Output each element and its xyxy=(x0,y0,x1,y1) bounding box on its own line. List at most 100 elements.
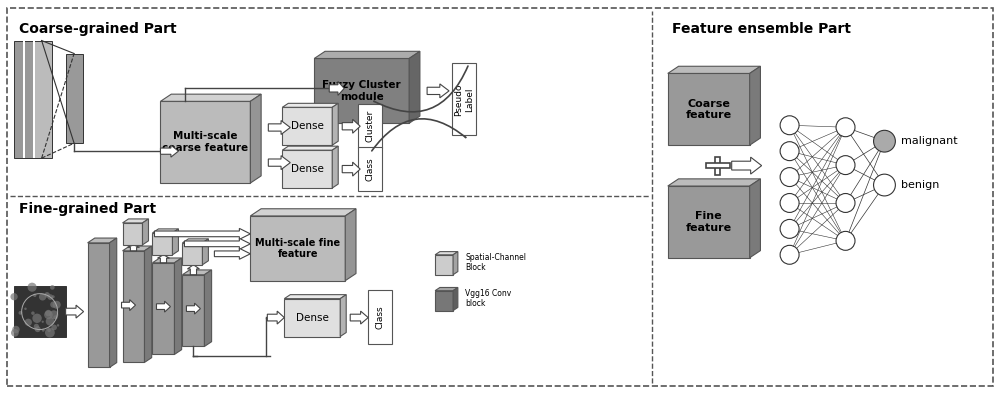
Polygon shape xyxy=(342,119,360,133)
Polygon shape xyxy=(282,146,338,150)
Polygon shape xyxy=(214,248,250,259)
Circle shape xyxy=(28,283,37,292)
Text: Spatial-Channel
Block: Spatial-Channel Block xyxy=(465,253,526,272)
Polygon shape xyxy=(435,291,453,310)
Polygon shape xyxy=(750,179,760,258)
Polygon shape xyxy=(123,223,142,245)
Polygon shape xyxy=(268,156,290,170)
Circle shape xyxy=(42,321,44,323)
Polygon shape xyxy=(184,238,250,249)
Text: benign: benign xyxy=(901,180,940,190)
Text: Class: Class xyxy=(366,157,375,181)
Polygon shape xyxy=(187,265,199,275)
Polygon shape xyxy=(123,219,148,223)
Polygon shape xyxy=(250,209,356,216)
Polygon shape xyxy=(142,219,148,245)
Circle shape xyxy=(836,156,855,174)
FancyBboxPatch shape xyxy=(7,8,993,386)
FancyBboxPatch shape xyxy=(33,40,35,158)
Polygon shape xyxy=(332,103,338,145)
Polygon shape xyxy=(435,255,453,275)
Circle shape xyxy=(874,130,895,152)
Polygon shape xyxy=(668,73,750,145)
Polygon shape xyxy=(427,84,449,98)
Circle shape xyxy=(49,310,58,319)
Polygon shape xyxy=(668,66,760,73)
Polygon shape xyxy=(750,66,760,145)
FancyArrowPatch shape xyxy=(372,119,466,151)
Polygon shape xyxy=(182,239,208,243)
Polygon shape xyxy=(332,146,338,188)
FancyBboxPatch shape xyxy=(23,40,25,158)
Polygon shape xyxy=(152,263,174,354)
FancyBboxPatch shape xyxy=(358,104,382,148)
Circle shape xyxy=(25,319,32,326)
Polygon shape xyxy=(144,246,152,362)
FancyBboxPatch shape xyxy=(24,40,42,158)
Polygon shape xyxy=(668,179,760,186)
Polygon shape xyxy=(282,150,332,188)
Circle shape xyxy=(10,293,18,300)
Polygon shape xyxy=(186,303,200,314)
Polygon shape xyxy=(282,103,338,107)
Circle shape xyxy=(45,328,55,338)
Circle shape xyxy=(35,326,41,332)
Circle shape xyxy=(31,311,35,315)
Polygon shape xyxy=(123,251,144,362)
Circle shape xyxy=(50,301,57,308)
Polygon shape xyxy=(152,233,172,255)
Circle shape xyxy=(780,116,799,135)
Polygon shape xyxy=(156,301,170,312)
FancyArrowPatch shape xyxy=(374,66,468,112)
Polygon shape xyxy=(174,258,182,354)
Polygon shape xyxy=(314,59,409,123)
Polygon shape xyxy=(204,270,212,347)
Text: Fine
feature: Fine feature xyxy=(686,211,732,233)
Text: Coarse-grained Part: Coarse-grained Part xyxy=(19,22,176,36)
Polygon shape xyxy=(350,311,368,324)
Polygon shape xyxy=(182,275,204,347)
Circle shape xyxy=(874,174,895,196)
Polygon shape xyxy=(284,299,340,336)
Polygon shape xyxy=(110,238,117,367)
Text: Dense: Dense xyxy=(291,164,324,174)
Text: Fuzzy Cluster
module: Fuzzy Cluster module xyxy=(322,80,401,102)
Polygon shape xyxy=(160,101,250,183)
Circle shape xyxy=(39,293,46,301)
Circle shape xyxy=(53,301,61,309)
Circle shape xyxy=(47,329,51,332)
Circle shape xyxy=(836,231,855,250)
Circle shape xyxy=(24,307,27,310)
Polygon shape xyxy=(409,51,420,123)
FancyBboxPatch shape xyxy=(715,157,720,174)
Circle shape xyxy=(836,193,855,213)
Polygon shape xyxy=(453,252,458,275)
Circle shape xyxy=(47,294,53,300)
Polygon shape xyxy=(154,228,250,239)
FancyBboxPatch shape xyxy=(368,290,392,345)
Text: Vgg16 Conv
block: Vgg16 Conv block xyxy=(465,289,511,309)
Polygon shape xyxy=(182,270,212,275)
Circle shape xyxy=(51,325,57,330)
FancyBboxPatch shape xyxy=(14,286,66,338)
Polygon shape xyxy=(345,209,356,281)
Polygon shape xyxy=(202,239,208,265)
FancyBboxPatch shape xyxy=(358,147,382,191)
FancyBboxPatch shape xyxy=(14,40,32,158)
Circle shape xyxy=(34,324,39,329)
Text: Dense: Dense xyxy=(291,121,324,131)
Polygon shape xyxy=(157,255,169,263)
Polygon shape xyxy=(182,243,202,265)
Circle shape xyxy=(780,245,799,264)
Polygon shape xyxy=(123,246,152,251)
Circle shape xyxy=(50,285,55,290)
Polygon shape xyxy=(66,305,84,318)
Polygon shape xyxy=(160,145,178,157)
Circle shape xyxy=(19,311,22,315)
Polygon shape xyxy=(282,107,332,145)
Polygon shape xyxy=(88,238,117,243)
Text: Cluster: Cluster xyxy=(366,110,375,142)
Polygon shape xyxy=(314,51,420,59)
Text: malignant: malignant xyxy=(901,136,958,146)
Polygon shape xyxy=(160,94,261,101)
